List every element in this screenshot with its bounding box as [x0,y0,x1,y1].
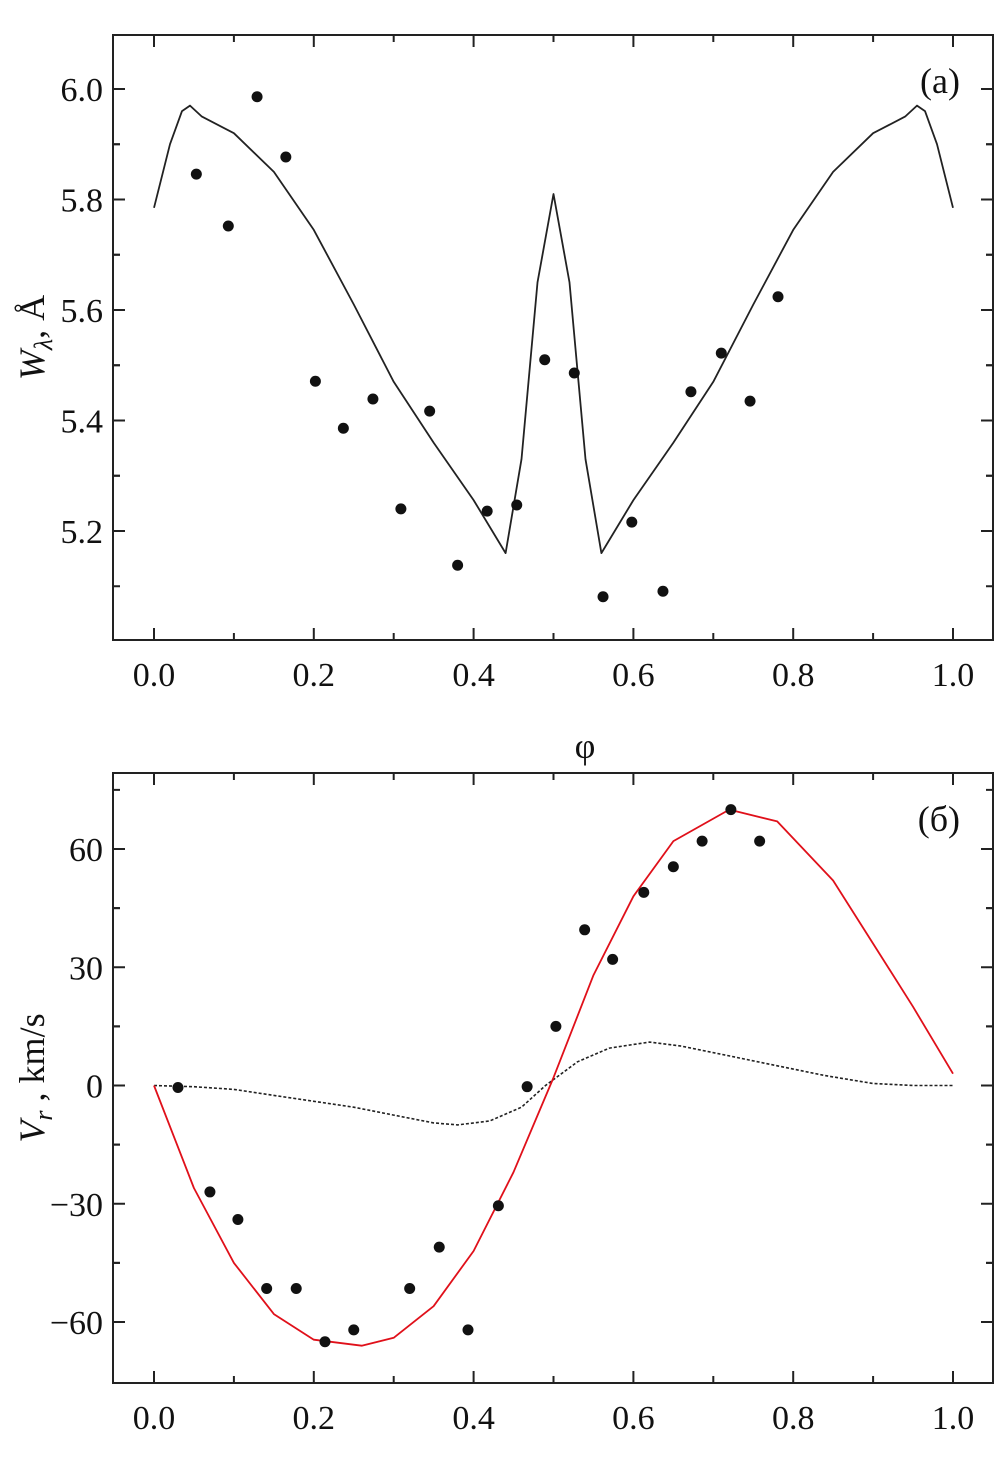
data-point [715,347,727,359]
data-point [348,1324,360,1336]
data-point [337,422,349,434]
y-axis-label-sub: r [29,1110,58,1121]
y-axis-label: Wλ, Å [12,295,58,380]
y-tick-label: 5.8 [61,183,104,220]
data-point [638,886,650,898]
data-point [395,503,407,515]
plot-frame [112,34,994,641]
y-axis-label-main: W [12,347,52,380]
data-point [309,375,321,387]
data-point [492,1200,504,1212]
y-axis-label-main: V [12,1117,52,1143]
data-point [404,1282,416,1294]
data-point [319,1336,331,1348]
data-point [579,924,591,936]
data-point [597,591,609,603]
data-point [367,393,379,405]
data-point [433,1241,445,1253]
data-point [568,367,580,379]
data-point [696,835,708,847]
x-tick-label: 0.6 [612,1400,655,1437]
y-tick-label: −60 [50,1305,103,1342]
data-point [481,505,493,517]
panel-0: 0.0 0.2 0.4 0.6 0.8 1.0 5.2 5.4 5.6 5.8 6.0 (a) Wλ, … [12,34,994,766]
data-point [204,1186,216,1198]
y-axis-label-sub: λ [29,339,58,351]
x-axis-label: φ [575,726,596,766]
data-point [744,395,756,407]
data-point [462,1324,474,1336]
data-point [452,559,464,571]
x-tick-label: 1.0 [932,1400,975,1437]
data-point [607,953,619,965]
x-tick-label: 1.0 [932,657,975,694]
x-tick-label: 0.8 [772,1400,815,1437]
y-tick-label: 6.0 [61,72,104,109]
data-point [280,151,292,163]
x-tick-label: 0.2 [293,657,336,694]
data-point [290,1282,302,1294]
data-point [754,835,766,847]
data-point [550,1020,562,1032]
x-tick-label: 0.0 [133,1400,176,1437]
y-tick-label: 30 [69,950,103,987]
data-point [232,1214,244,1226]
data-point [251,91,263,103]
data-point [261,1282,273,1294]
y-axis-label-unit: , Å [12,295,52,339]
panel-label: (a) [920,61,960,101]
y-axis-label-unit: , km/s [12,1013,52,1110]
x-tick-label: 0.0 [133,657,176,694]
y-tick-label: −30 [50,1187,103,1224]
x-tick-label: 0.4 [452,1400,495,1437]
y-tick-label: 5.4 [61,404,104,441]
y-axis-label: Vr , km/s [12,1013,58,1142]
x-tick-label: 0.8 [772,657,815,694]
x-tick-label: 0.4 [452,657,495,694]
data-point [190,168,202,180]
data-point [772,291,784,303]
data-point [685,386,697,398]
data-point [539,354,551,366]
x-tick-label: 0.2 [293,1400,336,1437]
panel-1: 0.0 0.2 0.4 0.6 0.8 1.0 −60 −30 0 30 60 (б) Vr , km/… [12,772,994,1437]
y-tick-label: 60 [69,832,103,869]
data-point [657,585,669,597]
y-tick-label: 5.6 [61,293,104,330]
y-tick-label: 5.2 [61,514,104,551]
x-tick-label: 0.6 [612,657,655,694]
model-curve [153,808,954,1347]
data-point [521,1081,533,1093]
y-tick-label: 0 [86,1069,103,1106]
model-curve [153,104,954,554]
data-point [667,861,679,873]
data-point [222,220,234,232]
panel-label: (б) [918,799,960,839]
secondary-curve [153,1041,953,1126]
data-point [172,1081,184,1093]
data-point [626,516,638,528]
data-point [511,499,523,511]
data-point [725,804,737,816]
data-point [424,405,436,417]
